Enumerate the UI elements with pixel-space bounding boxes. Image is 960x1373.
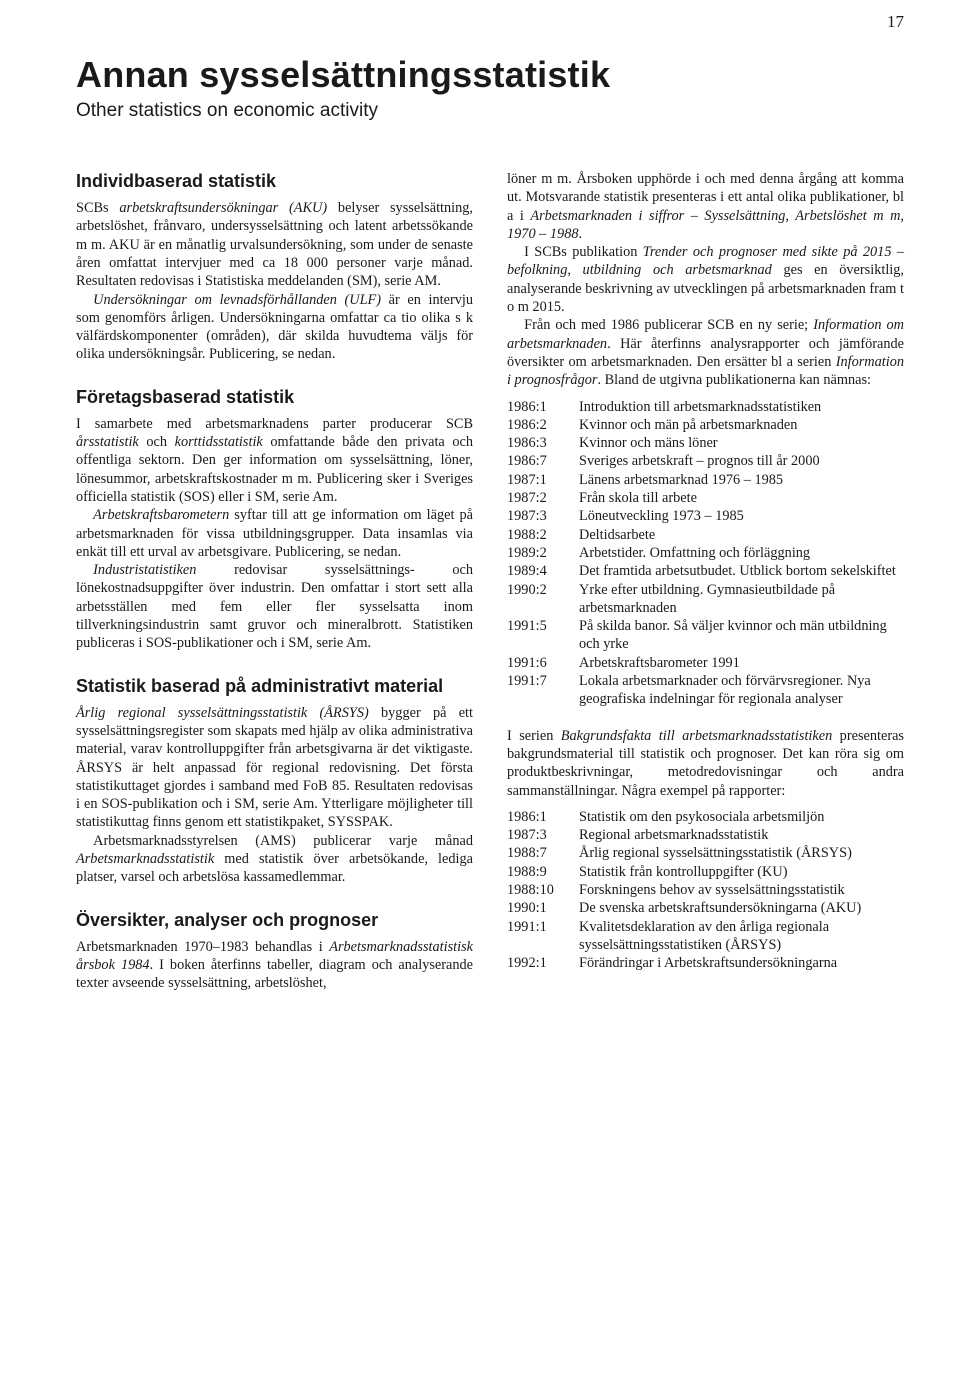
- publication-row: 1992:1Förändringar i Arbetskraftsundersö…: [507, 954, 904, 972]
- publication-title: Statistik om den psykosociala arbetsmilj…: [579, 808, 904, 826]
- para-admin-1: Årlig regional sysselsättningsstatistik …: [76, 704, 473, 832]
- para-oversikt-1: Arbetsmarknaden 1970–1983 behandlas i Ar…: [76, 938, 473, 993]
- publication-row: 1988:2Deltidsarbete: [507, 526, 904, 544]
- para-right-1: löner m m. Årsboken upphörde i och med d…: [507, 170, 904, 243]
- publication-key: 1992:1: [507, 954, 579, 972]
- publication-title: De svenska arbetskraftsundersökningarna …: [579, 899, 904, 917]
- two-column-layout: Individbaserad statistik SCBs arbetskraf…: [76, 170, 904, 993]
- publication-title: Regional arbetsmarknadsstatistik: [579, 826, 904, 844]
- right-column: löner m m. Årsboken upphörde i och med d…: [507, 170, 904, 993]
- publication-row: 1986:7Sveriges arbetskraft – prognos til…: [507, 452, 904, 470]
- publication-row: 1987:3Löneutveckling 1973 – 1985: [507, 507, 904, 525]
- heading-foretag: Företagsbaserad statistik: [76, 386, 473, 409]
- publication-key: 1989:2: [507, 544, 579, 562]
- page-title: Annan sysselsättningsstatistik: [76, 54, 904, 96]
- publication-key: 1986:2: [507, 416, 579, 434]
- publication-key: 1991:5: [507, 617, 579, 635]
- para-individ-1: SCBs arbetskraftsundersökningar (AKU) be…: [76, 199, 473, 290]
- publication-key: 1991:7: [507, 672, 579, 690]
- publication-title: Kvinnor och mäns löner: [579, 434, 904, 452]
- publication-title: Arbetskraftsbarometer 1991: [579, 654, 904, 672]
- heading-oversikt: Översikter, analyser och prognoser: [76, 909, 473, 932]
- publication-key: 1988:7: [507, 844, 579, 862]
- document-page: 17 Annan sysselsättningsstatistik Other …: [0, 0, 960, 1373]
- publication-key: 1987:3: [507, 507, 579, 525]
- publication-row: 1991:1Kvalitetsdeklaration av den årliga…: [507, 918, 904, 955]
- para-admin-2: Arbetsmarknadsstyrelsen (AMS) publicerar…: [76, 832, 473, 887]
- publication-row: 1991:6Arbetskraftsbarometer 1991: [507, 654, 904, 672]
- para-foretag-2: Arbetskraftsbarometern syftar till att g…: [76, 506, 473, 561]
- publication-key: 1991:6: [507, 654, 579, 672]
- publication-row: 1989:2Arbetstider. Omfattning och förläg…: [507, 544, 904, 562]
- publication-title: Kvalitetsdeklaration av den årliga regio…: [579, 918, 904, 955]
- publication-title: Sveriges arbetskraft – prognos till år 2…: [579, 452, 904, 470]
- publication-row: 1991:7Lokala arbetsmarknader och förvärv…: [507, 672, 904, 709]
- publication-key: 1986:1: [507, 398, 579, 416]
- publication-title: Introduktion till arbetsmarknadsstatisti…: [579, 398, 904, 416]
- para-foretag-3: Industristatistiken redovisar sysselsätt…: [76, 561, 473, 652]
- publication-title: Arbetstider. Omfattning och förläggning: [579, 544, 904, 562]
- publication-title: Förändringar i Arbetskraftsundersökninga…: [579, 954, 904, 972]
- publication-key: 1990:2: [507, 581, 579, 599]
- publication-key: 1986:3: [507, 434, 579, 452]
- publication-row: 1990:1De svenska arbetskraftsundersöknin…: [507, 899, 904, 917]
- para-right-2: I SCBs publikation Trender och prognoser…: [507, 243, 904, 316]
- publication-row: 1990:2Yrke efter utbildning. Gymnasieutb…: [507, 581, 904, 618]
- publication-key: 1986:7: [507, 452, 579, 470]
- publication-title: Det framtida arbetsutbudet. Utblick bort…: [579, 562, 904, 580]
- publication-title: På skilda banor. Så väljer kvinnor och m…: [579, 617, 904, 654]
- publication-key: 1987:3: [507, 826, 579, 844]
- heading-individ: Individbaserad statistik: [76, 170, 473, 193]
- publication-row: 1986:1Statistik om den psykosociala arbe…: [507, 808, 904, 826]
- publication-title: Statistik från kontrolluppgifter (KU): [579, 863, 904, 881]
- para-right-3: Från och med 1986 publicerar SCB en ny s…: [507, 316, 904, 389]
- publication-row: 1987:3Regional arbetsmarknadsstatistik: [507, 826, 904, 844]
- publication-title: Från skola till arbete: [579, 489, 904, 507]
- publication-row: 1986:1Introduktion till arbetsmarknadsst…: [507, 398, 904, 416]
- publication-title: Kvinnor och män på arbetsmarknaden: [579, 416, 904, 434]
- heading-admin: Statistik baserad på administrativt mate…: [76, 675, 473, 698]
- publication-key: 1988:9: [507, 863, 579, 881]
- publication-key: 1991:1: [507, 918, 579, 936]
- publication-row: 1989:4Det framtida arbetsutbudet. Utblic…: [507, 562, 904, 580]
- publication-title: Löneutveckling 1973 – 1985: [579, 507, 904, 525]
- publication-key: 1988:10: [507, 881, 579, 899]
- publication-title: Årlig regional sysselsättningsstatistik …: [579, 844, 904, 862]
- publication-key: 1987:1: [507, 471, 579, 489]
- page-subtitle: Other statistics on economic activity: [76, 100, 904, 122]
- publication-title: Yrke efter utbildning. Gymnasieutbildade…: [579, 581, 904, 618]
- publication-title: Forskningens behov av sysselsättningssta…: [579, 881, 904, 899]
- publication-key: 1987:2: [507, 489, 579, 507]
- para-individ-2: Undersökningar om levnadsförhållanden (U…: [76, 291, 473, 364]
- publication-title: Lokala arbetsmarknader och förvärvsregio…: [579, 672, 904, 709]
- publication-row: 1986:2Kvinnor och män på arbetsmarknaden: [507, 416, 904, 434]
- publication-row: 1987:2Från skola till arbete: [507, 489, 904, 507]
- publication-row: 1988:7Årlig regional sysselsättningsstat…: [507, 844, 904, 862]
- publication-row: 1987:1Länens arbetsmarknad 1976 – 1985: [507, 471, 904, 489]
- publication-row: 1988:10Forskningens behov av sysselsättn…: [507, 881, 904, 899]
- publication-key: 1986:1: [507, 808, 579, 826]
- publication-list-2: 1986:1Statistik om den psykosociala arbe…: [507, 808, 904, 973]
- publication-key: 1990:1: [507, 899, 579, 917]
- page-number: 17: [887, 12, 904, 32]
- publication-title: Deltidsarbete: [579, 526, 904, 544]
- publication-row: 1986:3Kvinnor och mäns löner: [507, 434, 904, 452]
- left-column: Individbaserad statistik SCBs arbetskraf…: [76, 170, 473, 993]
- publication-row: 1988:9Statistik från kontrolluppgifter (…: [507, 863, 904, 881]
- para-foretag-1: I samarbete med arbetsmarknadens parter …: [76, 415, 473, 506]
- publication-title: Länens arbetsmarknad 1976 – 1985: [579, 471, 904, 489]
- publication-key: 1988:2: [507, 526, 579, 544]
- publication-key: 1989:4: [507, 562, 579, 580]
- publication-row: 1991:5På skilda banor. Så väljer kvinnor…: [507, 617, 904, 654]
- publication-list-1: 1986:1Introduktion till arbetsmarknadsst…: [507, 398, 904, 709]
- para-right-mid: I serien Bakgrundsfakta till arbetsmarkn…: [507, 727, 904, 800]
